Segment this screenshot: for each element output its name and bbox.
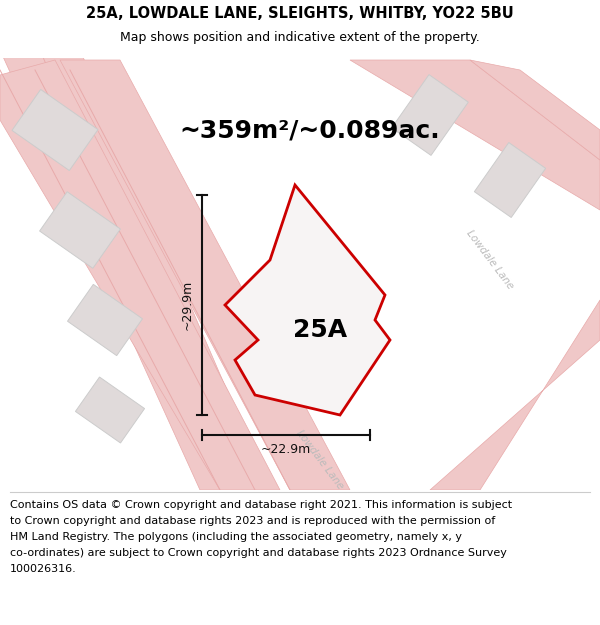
Text: Lowdale Lane: Lowdale Lane bbox=[295, 429, 346, 491]
Polygon shape bbox=[430, 300, 600, 490]
Text: co-ordinates) are subject to Crown copyright and database rights 2023 Ordnance S: co-ordinates) are subject to Crown copyr… bbox=[10, 548, 507, 558]
Polygon shape bbox=[475, 142, 545, 218]
Polygon shape bbox=[60, 60, 350, 490]
Text: ~22.9m: ~22.9m bbox=[261, 443, 311, 456]
Polygon shape bbox=[40, 192, 121, 268]
Polygon shape bbox=[12, 89, 98, 171]
Text: 100026316.: 100026316. bbox=[10, 564, 77, 574]
Text: Map shows position and indicative extent of the property.: Map shows position and indicative extent… bbox=[120, 31, 480, 44]
Polygon shape bbox=[76, 377, 145, 443]
Polygon shape bbox=[40, 50, 270, 490]
Polygon shape bbox=[350, 60, 600, 210]
Polygon shape bbox=[225, 185, 390, 415]
Bar bbox=[0, 490, 600, 625]
Text: 25A, LOWDALE LANE, SLEIGHTS, WHITBY, YO22 5BU: 25A, LOWDALE LANE, SLEIGHTS, WHITBY, YO2… bbox=[86, 6, 514, 21]
Polygon shape bbox=[470, 60, 600, 160]
Text: 25A: 25A bbox=[293, 318, 347, 342]
Text: to Crown copyright and database rights 2023 and is reproduced with the permissio: to Crown copyright and database rights 2… bbox=[10, 516, 495, 526]
Text: ~29.9m: ~29.9m bbox=[181, 280, 194, 330]
Polygon shape bbox=[264, 266, 366, 374]
Polygon shape bbox=[68, 284, 142, 356]
Polygon shape bbox=[0, 50, 230, 490]
Text: Lowdale Lane: Lowdale Lane bbox=[464, 229, 515, 291]
Polygon shape bbox=[0, 60, 280, 490]
Text: Contains OS data © Crown copyright and database right 2021. This information is : Contains OS data © Crown copyright and d… bbox=[10, 500, 512, 510]
Polygon shape bbox=[392, 74, 469, 156]
Text: ~359m²/~0.089ac.: ~359m²/~0.089ac. bbox=[179, 118, 440, 142]
Text: HM Land Registry. The polygons (including the associated geometry, namely x, y: HM Land Registry. The polygons (includin… bbox=[10, 532, 462, 542]
Bar bbox=[0, 0, 600, 58]
